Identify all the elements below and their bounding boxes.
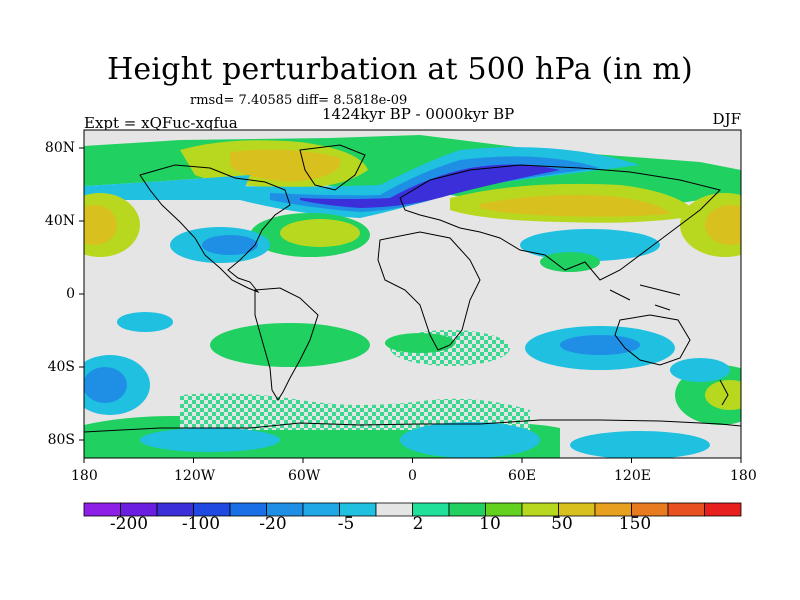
lat-tick-label: 40S (47, 359, 75, 375)
field-pacific-low-2 (202, 235, 258, 255)
colorbar-label: -5 (337, 514, 355, 534)
lon-tick-label: 60E (508, 468, 537, 484)
axis-ticks (79, 147, 742, 463)
field-antarctic-low-2 (570, 431, 710, 458)
map-title: Height perturbation at 500 hPa (in m) (107, 52, 693, 87)
field-sh-low-2-core (560, 335, 640, 355)
colorbar-label: 50 (551, 514, 573, 534)
field-eurasia-core (480, 195, 670, 217)
field-sh-green-3 (385, 333, 455, 353)
time-period: 1424kyr BP - 0000kyr BP (322, 105, 515, 123)
islands (609, 284, 729, 406)
colorbar-label: 150 (618, 514, 652, 534)
field-sh-low-3 (670, 358, 730, 382)
north-america-coast (139, 164, 291, 294)
field-se-pacific-core (705, 380, 741, 410)
colorbar-label: -20 (259, 514, 287, 534)
coastlines (84, 144, 741, 433)
lon-tick-label: 120W (174, 468, 216, 484)
lat-tick-label: 40N (44, 213, 75, 229)
field-greenland-core (230, 149, 341, 182)
lat-tick-label: 80N (44, 140, 75, 156)
experiment-label: Expt = xQFuc-xqfua (84, 114, 238, 132)
colorbar (83, 502, 742, 517)
rmsd-diff-stats: rmsd= 7.40585 diff= 8.5818e-09 (190, 93, 408, 108)
lon-tick-label: 0 (408, 468, 417, 484)
season-label: DJF (712, 110, 741, 128)
field-arctic-cyan (84, 175, 250, 200)
south-america-coast (254, 287, 319, 401)
field-sh-green-1 (210, 323, 370, 367)
colorbar-label: 10 (479, 514, 501, 534)
colorbar-label: 2 (412, 514, 424, 534)
lon-tick-label: 180 (71, 468, 98, 484)
lat-tick-label: 80S (47, 432, 75, 448)
field-antarctic-low-3 (140, 428, 280, 452)
field-southern-ocean-stipple (180, 393, 530, 430)
lon-tick-label: 180 (730, 468, 757, 484)
greenland-coast (299, 144, 366, 191)
field-east-pacific-core (705, 205, 741, 245)
field-india-green (540, 252, 600, 272)
africa-coast (377, 231, 481, 351)
colorbar-label: -100 (181, 514, 221, 534)
antarctica-coast (84, 419, 741, 433)
colorbar-label: -200 (109, 514, 149, 534)
field-west-pacific-core (84, 205, 117, 245)
lon-tick-label: 60W (288, 468, 321, 484)
field-sw-pacific-low-core (84, 367, 127, 403)
lat-tick-label: 0 (66, 286, 75, 302)
field-atlantic-negative-core (300, 164, 560, 208)
field-na-pacific-core (280, 219, 360, 247)
colorbar-swatch (704, 502, 742, 517)
contour-fields (84, 130, 741, 458)
eurasia-coast (399, 164, 721, 281)
lon-tick-label: 120E (614, 468, 651, 484)
colorbar-swatch (667, 502, 705, 517)
field-antarctic-low (400, 422, 540, 458)
field-asia-low (520, 229, 660, 261)
field-sh-low-1 (117, 312, 173, 332)
australia-coast (614, 314, 691, 366)
